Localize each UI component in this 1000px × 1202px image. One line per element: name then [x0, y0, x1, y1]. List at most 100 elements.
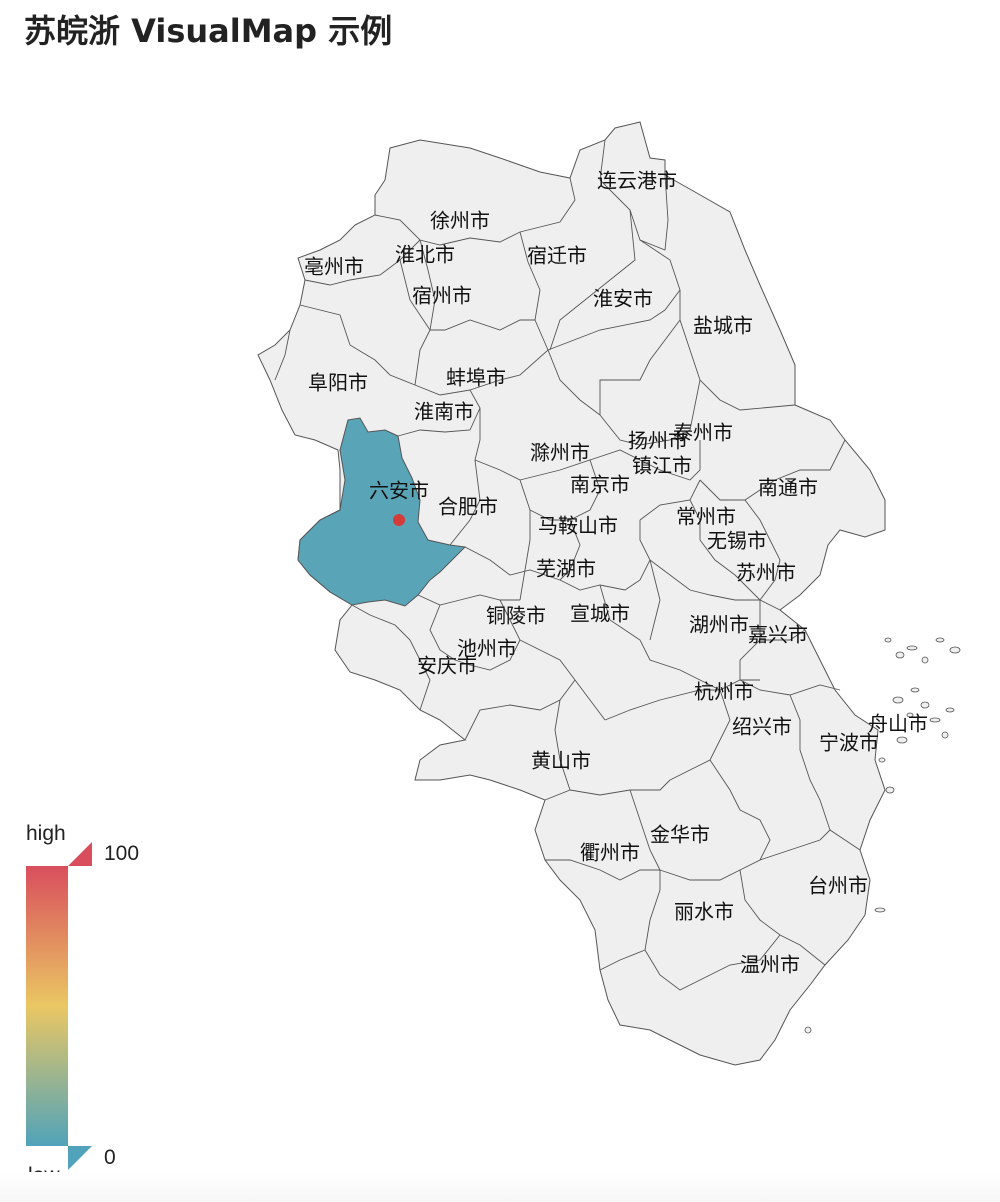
- city-border-line: [274, 329, 291, 381]
- city-border-line: [599, 584, 760, 691]
- city-border-line: [464, 546, 561, 581]
- city-border-line: [699, 439, 846, 501]
- city-label[interactable]: 丽水市: [674, 900, 734, 924]
- island-shape: [910, 687, 920, 693]
- city-label[interactable]: 扬州市: [628, 429, 688, 453]
- city-border-line: [644, 889, 781, 991]
- city-border-line: [519, 510, 531, 601]
- city-label[interactable]: 淮安市: [593, 287, 653, 311]
- city-border-line: [549, 209, 636, 351]
- city-label[interactable]: 衢州市: [580, 841, 640, 865]
- city-marker-dot[interactable]: [393, 514, 405, 526]
- city-label[interactable]: 安庆市: [417, 654, 477, 678]
- region-luan[interactable]: [297, 417, 467, 607]
- city-border-line: [547, 289, 681, 351]
- city-label[interactable]: 南京市: [570, 473, 630, 497]
- city-label[interactable]: 南通市: [758, 476, 818, 500]
- city-label[interactable]: 徐州市: [430, 209, 490, 233]
- island-shape: [884, 637, 892, 643]
- city-label[interactable]: 池州市: [457, 637, 517, 661]
- island-shape: [921, 656, 929, 664]
- island-shape: [935, 637, 945, 643]
- city-label[interactable]: 泰州市: [673, 421, 733, 445]
- island-shape: [949, 646, 961, 654]
- city-label[interactable]: 滁州市: [530, 441, 590, 465]
- island-shape: [920, 701, 930, 709]
- city-label[interactable]: 合肥市: [438, 495, 498, 519]
- city-border-line: [519, 231, 549, 351]
- city-border-line: [709, 759, 741, 811]
- city-label[interactable]: 金华市: [650, 823, 710, 847]
- city-border-line: [739, 600, 761, 680]
- city-label[interactable]: 镇江市: [632, 454, 692, 478]
- city-border-line: [351, 604, 431, 711]
- city-label[interactable]: 淮北市: [395, 243, 455, 267]
- city-borders: [274, 139, 961, 1034]
- city-border-line: [589, 440, 701, 481]
- city-label[interactable]: 绍兴市: [732, 715, 792, 739]
- bottom-strip: [0, 1172, 1000, 1202]
- city-border-line: [304, 239, 421, 286]
- city-label[interactable]: 亳州市: [304, 255, 364, 279]
- city-label[interactable]: 马鞍山市: [538, 514, 618, 538]
- city-border-line: [629, 789, 661, 890]
- city-border-line: [739, 869, 826, 966]
- city-label[interactable]: 宣城市: [570, 602, 630, 626]
- chart-title: 苏皖浙 VisualMap 示例: [24, 12, 393, 50]
- city-border-line: [399, 259, 431, 331]
- island-shape: [906, 645, 918, 651]
- city-border-line: [689, 499, 761, 601]
- city-label[interactable]: 黄山市: [531, 749, 591, 773]
- city-label[interactable]: 无锡市: [707, 529, 767, 553]
- city-label[interactable]: 蚌埠市: [446, 366, 506, 390]
- city-label[interactable]: 淮南市: [414, 400, 474, 424]
- city-label[interactable]: 宁波市: [819, 731, 879, 755]
- city-border-line: [760, 629, 806, 641]
- city-border-line: [464, 679, 576, 741]
- city-border-line: [545, 859, 660, 881]
- city-border-line: [559, 520, 651, 591]
- city-border-line: [429, 604, 456, 661]
- visualmap-max-handle[interactable]: [68, 842, 92, 866]
- visualmap-high-label: high: [26, 822, 66, 845]
- city-label[interactable]: 苏州市: [736, 561, 796, 585]
- city-border-line: [759, 829, 861, 861]
- city-border-line: [599, 949, 646, 971]
- city-label[interactable]: 阜阳市: [308, 371, 368, 395]
- city-border-line: [599, 319, 681, 415]
- city-label[interactable]: 连云港市: [597, 169, 677, 193]
- city-border-line: [299, 304, 416, 386]
- island-shape: [895, 651, 905, 659]
- city-label[interactable]: 舟山市: [868, 712, 928, 736]
- city-label[interactable]: 铜陵市: [486, 604, 546, 628]
- city-label[interactable]: 台州市: [808, 874, 868, 898]
- island-shape: [906, 712, 914, 718]
- city-label[interactable]: 六安市: [369, 479, 429, 503]
- city-border-line: [474, 408, 531, 511]
- city-label[interactable]: 湖州市: [689, 613, 749, 637]
- city-border-line: [397, 384, 481, 437]
- city-label[interactable]: 嘉兴市: [748, 623, 808, 647]
- city-border-line: [639, 479, 701, 521]
- city-border-line: [744, 499, 781, 601]
- city-label[interactable]: 盐城市: [693, 314, 753, 338]
- island-shape: [878, 757, 886, 763]
- visualmap-min-value: 0: [104, 1146, 116, 1169]
- region-outline: [257, 121, 886, 1066]
- city-label[interactable]: 宿迁市: [527, 244, 587, 268]
- island-shape: [885, 786, 895, 794]
- city-border-line: [599, 379, 701, 446]
- visualmap-min-handle[interactable]: [68, 1146, 92, 1170]
- visualmap-color-bar[interactable]: [26, 866, 68, 1146]
- city-label[interactable]: 温州市: [740, 953, 800, 977]
- city-label[interactable]: 杭州市: [694, 680, 754, 704]
- city-border-line: [604, 689, 720, 721]
- city-border-line: [519, 459, 601, 521]
- island-shape: [929, 717, 941, 723]
- city-border-line: [639, 239, 796, 411]
- city-label[interactable]: 常州市: [676, 505, 736, 529]
- city-label[interactable]: 宿州市: [412, 284, 472, 308]
- city-label[interactable]: 芜湖市: [536, 557, 596, 581]
